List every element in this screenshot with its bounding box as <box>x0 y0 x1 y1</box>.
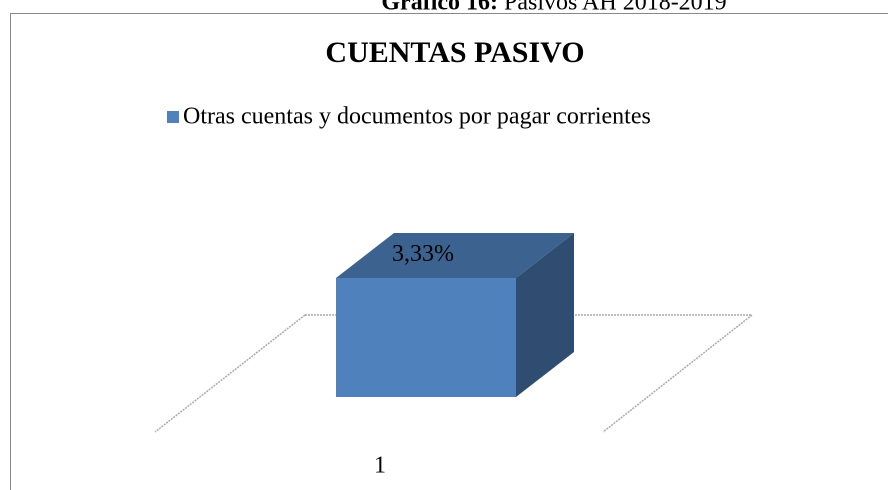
chart-title: CUENTAS PASIVO <box>325 36 584 69</box>
data-label: 3,33% <box>392 241 454 267</box>
legend-label: Otras cuentas y documentos por pagar cor… <box>183 104 651 130</box>
bar-side <box>516 233 574 397</box>
bar-front <box>336 278 516 397</box>
legend-swatch <box>167 111 179 123</box>
caption-text: Pasivos AH 2018-2019 <box>504 0 727 16</box>
bar-top <box>336 233 574 278</box>
caption-label: Gráfico 16: <box>381 0 498 16</box>
x-tick-label: 1 <box>374 453 386 479</box>
bar <box>336 233 574 397</box>
chart-border <box>10 13 888 490</box>
